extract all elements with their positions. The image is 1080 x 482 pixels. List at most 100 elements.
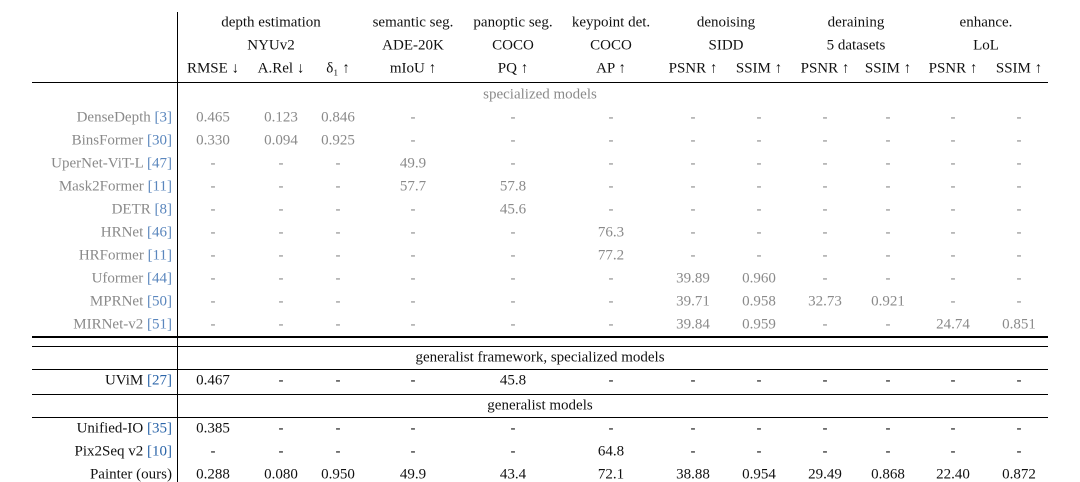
cell: 0.080 bbox=[264, 466, 298, 482]
model-name: Mask2Former [11] bbox=[58, 178, 172, 195]
cell: 76.3 bbox=[597, 224, 625, 241]
cell: - bbox=[608, 316, 614, 333]
citation[interactable]: [3] bbox=[154, 109, 173, 126]
cell: - bbox=[756, 247, 762, 264]
cell: - bbox=[335, 420, 341, 437]
cell: 0.288 bbox=[196, 466, 230, 482]
cell: 0.872 bbox=[1002, 466, 1036, 482]
model-name: UperNet-ViT-L [47] bbox=[51, 155, 172, 172]
cell: - bbox=[950, 443, 956, 460]
cell: - bbox=[410, 316, 416, 333]
citation[interactable]: [8] bbox=[154, 201, 173, 218]
model: UperNet-ViT-L bbox=[51, 155, 144, 172]
group-header: keypoint det. bbox=[571, 14, 651, 31]
group-header: enhance. bbox=[959, 14, 1013, 31]
cell: - bbox=[690, 109, 696, 126]
citation[interactable]: [11] bbox=[147, 247, 172, 264]
cell: - bbox=[410, 201, 416, 218]
section-title: specialized models bbox=[483, 86, 597, 103]
model: Mask2Former bbox=[58, 178, 144, 195]
dataset-header: SIDD bbox=[708, 37, 744, 54]
cell: - bbox=[885, 224, 891, 241]
cell: - bbox=[608, 372, 614, 389]
cell: - bbox=[885, 155, 891, 172]
metric-header: mIoU ↑ bbox=[389, 60, 437, 77]
cell: - bbox=[210, 155, 216, 172]
cell: - bbox=[822, 201, 828, 218]
cell: - bbox=[608, 270, 614, 287]
cell: - bbox=[510, 270, 516, 287]
cell: - bbox=[410, 132, 416, 149]
cell: - bbox=[822, 155, 828, 172]
cell: - bbox=[608, 201, 614, 218]
cell: - bbox=[885, 270, 891, 287]
cell: - bbox=[950, 372, 956, 389]
dataset-header: ADE-20K bbox=[382, 37, 444, 54]
cell: - bbox=[690, 178, 696, 195]
metric-header: SSIM ↑ bbox=[735, 60, 783, 77]
cell: - bbox=[278, 201, 284, 218]
cell: - bbox=[510, 224, 516, 241]
model-name: Uformer [44] bbox=[91, 270, 172, 287]
cell: - bbox=[822, 270, 828, 287]
citation[interactable]: [44] bbox=[147, 270, 172, 287]
cell: - bbox=[950, 270, 956, 287]
model-name: MPRNet [50] bbox=[90, 293, 172, 310]
cell: - bbox=[1016, 201, 1022, 218]
cell: - bbox=[335, 372, 341, 389]
citation[interactable]: [30] bbox=[147, 132, 172, 149]
citation[interactable]: [10] bbox=[147, 443, 172, 460]
cell: 29.49 bbox=[808, 466, 842, 482]
metric-header: PSNR ↑ bbox=[668, 60, 718, 77]
cell: 0.925 bbox=[321, 132, 355, 149]
metric-header: AP ↑ bbox=[596, 60, 626, 77]
cell: - bbox=[690, 132, 696, 149]
cell: 22.40 bbox=[936, 466, 970, 482]
cell: - bbox=[950, 109, 956, 126]
cell: - bbox=[822, 420, 828, 437]
cell: - bbox=[210, 224, 216, 241]
cell: - bbox=[950, 132, 956, 149]
cell: - bbox=[278, 155, 284, 172]
cell: - bbox=[690, 224, 696, 241]
cell: 0.921 bbox=[871, 293, 905, 310]
cell: - bbox=[210, 247, 216, 264]
cell: - bbox=[690, 372, 696, 389]
cell: - bbox=[335, 224, 341, 241]
model: HRNet bbox=[100, 224, 144, 241]
rule bbox=[32, 346, 1048, 347]
cell: - bbox=[335, 443, 341, 460]
citation[interactable]: [46] bbox=[147, 224, 172, 241]
model: Uformer bbox=[91, 270, 144, 287]
cell: - bbox=[822, 132, 828, 149]
group-header: semantic seg. bbox=[372, 14, 454, 31]
cell: - bbox=[885, 247, 891, 264]
cell: - bbox=[756, 155, 762, 172]
model: Pix2Seq v2 bbox=[74, 443, 144, 460]
cell: - bbox=[210, 270, 216, 287]
cell: 0.123 bbox=[264, 109, 298, 126]
cell: 0.960 bbox=[742, 270, 776, 287]
citation[interactable]: [35] bbox=[147, 420, 172, 437]
cell: - bbox=[410, 443, 416, 460]
cell: 32.73 bbox=[808, 293, 842, 310]
cell: - bbox=[608, 109, 614, 126]
cell: - bbox=[756, 178, 762, 195]
citation[interactable]: [51] bbox=[147, 316, 172, 333]
citation[interactable]: [27] bbox=[147, 372, 172, 389]
cell: - bbox=[210, 178, 216, 195]
model: BinsFormer bbox=[71, 132, 144, 149]
citation[interactable]: [11] bbox=[147, 178, 172, 195]
cell: - bbox=[1016, 224, 1022, 241]
group-header: depth estimation bbox=[221, 14, 321, 31]
cell: 0.846 bbox=[321, 109, 355, 126]
model-name: HRNet [46] bbox=[100, 224, 172, 241]
cell: - bbox=[335, 178, 341, 195]
citation[interactable]: [47] bbox=[147, 155, 172, 172]
cell: 39.84 bbox=[676, 316, 710, 333]
cell: - bbox=[756, 420, 762, 437]
citation[interactable]: [50] bbox=[147, 293, 172, 310]
metric-header: SSIM ↑ bbox=[864, 60, 912, 77]
cell: - bbox=[210, 443, 216, 460]
